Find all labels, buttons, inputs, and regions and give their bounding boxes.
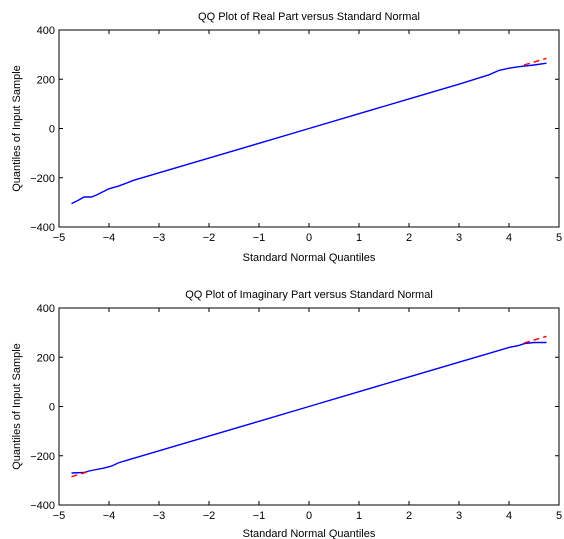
- y-tick-label: 400: [37, 303, 55, 315]
- y-tick-label: −400: [30, 222, 55, 234]
- x-tick-label: −1: [253, 232, 266, 244]
- y-axis-label: Quantiles of Input Sample: [11, 343, 23, 470]
- x-tick-label: 0: [306, 232, 312, 244]
- x-tick-label: 3: [456, 232, 462, 244]
- x-tick-label: −3: [153, 232, 166, 244]
- real-part-qq-plot: QQ Plot of Real Part versus Standard Nor…: [11, 11, 562, 264]
- plot-title: QQ Plot of Real Part versus Standard Nor…: [198, 11, 420, 23]
- x-tick-label: 4: [506, 510, 512, 522]
- x-axis-label: Standard Normal Quantiles: [243, 528, 376, 539]
- y-axis-label: Quantiles of Input Sample: [11, 65, 23, 192]
- sample-quantiles-line: [71, 341, 547, 474]
- imaginary-part-qq-plot: QQ Plot of Imaginary Part versus Standar…: [11, 289, 562, 539]
- y-ticks: −400 −200 0 200 400: [30, 25, 559, 234]
- y-ticks: −400 −200 0 200 400: [30, 303, 559, 512]
- x-ticks: −5 −4 −3 −2 −1 0 1 2 3 4 5: [53, 30, 562, 244]
- x-tick-label: 5: [556, 232, 562, 244]
- x-tick-label: 1: [356, 232, 362, 244]
- y-tick-label: 0: [49, 124, 55, 136]
- x-tick-label: 2: [406, 232, 412, 244]
- y-tick-label: 400: [37, 25, 55, 37]
- series-group: [71, 335, 547, 478]
- y-tick-label: 200: [37, 352, 55, 364]
- x-tick-label: 2: [406, 510, 412, 522]
- x-tick-label: 4: [506, 232, 512, 244]
- x-tick-label: −4: [103, 232, 116, 244]
- reference-line: [523, 57, 547, 66]
- x-axis-label: Standard Normal Quantiles: [243, 252, 376, 264]
- y-tick-label: 200: [37, 74, 55, 86]
- x-tick-label: −5: [53, 232, 66, 244]
- y-tick-label: 0: [49, 402, 55, 414]
- reference-line: [71, 471, 87, 478]
- x-tick-label: −2: [203, 232, 216, 244]
- x-tick-label: 3: [456, 510, 462, 522]
- x-tick-label: −1: [253, 510, 266, 522]
- y-tick-label: −400: [30, 500, 55, 512]
- x-tick-label: −3: [153, 510, 166, 522]
- x-tick-label: −2: [203, 510, 216, 522]
- x-ticks: −5 −4 −3 −2 −1 0 1 2 3 4 5: [53, 308, 562, 522]
- plot-title: QQ Plot of Imaginary Part versus Standar…: [185, 289, 433, 301]
- x-tick-label: 0: [306, 510, 312, 522]
- reference-line: [523, 335, 547, 344]
- series-group: [71, 57, 547, 205]
- sample-quantiles-line: [71, 62, 547, 205]
- x-tick-label: −4: [103, 510, 116, 522]
- y-tick-label: −200: [30, 451, 55, 463]
- x-tick-label: 1: [356, 510, 362, 522]
- x-tick-label: −5: [53, 510, 66, 522]
- x-tick-label: 5: [556, 510, 562, 522]
- y-tick-label: −200: [30, 173, 55, 185]
